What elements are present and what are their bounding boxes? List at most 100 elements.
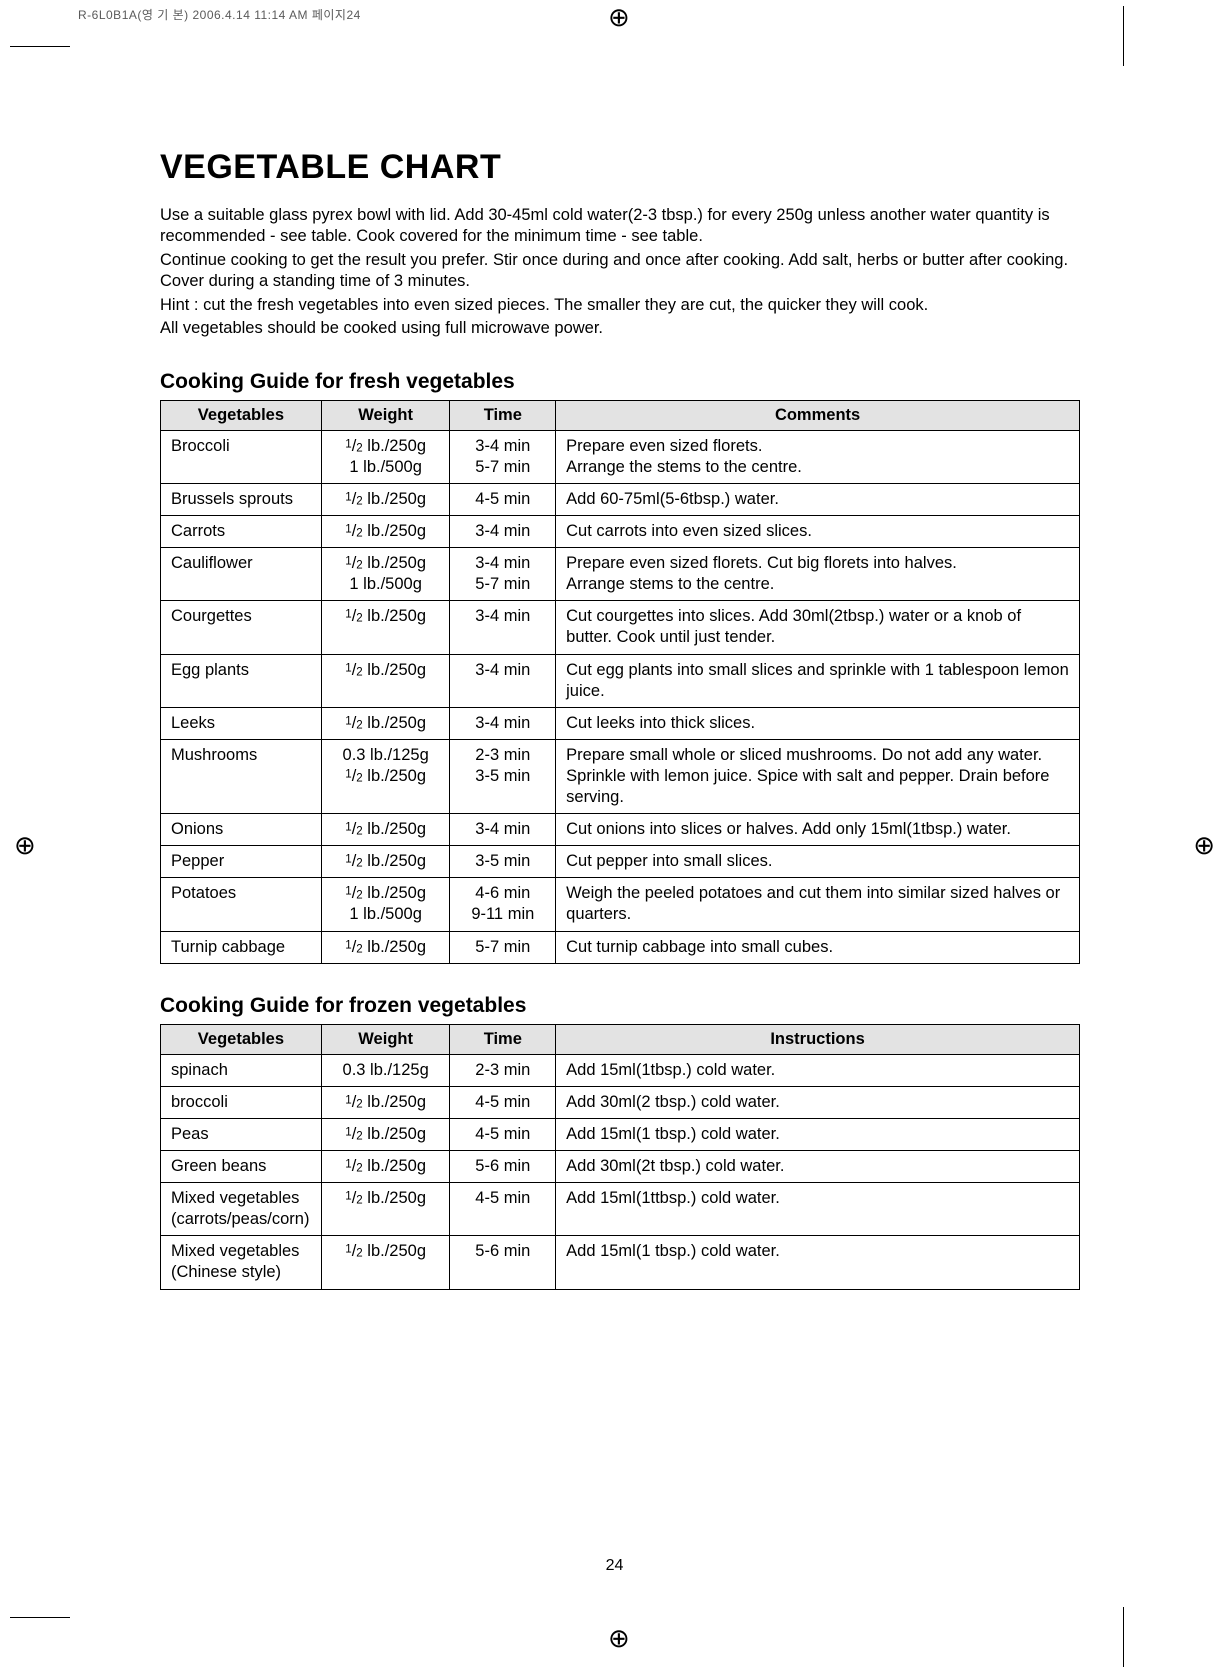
cell-time: 2-3 min3-5 min: [450, 739, 556, 813]
col-vegetables: Vegetables: [161, 1024, 322, 1054]
cell-weight: 1/2 lb./250g: [321, 1118, 450, 1150]
cell-time: 3-4 min: [450, 814, 556, 846]
intro-line: All vegetables should be cooked using fu…: [160, 318, 1080, 339]
cell-comment: Add 15ml(1tbsp.) cold water.: [556, 1054, 1080, 1086]
intro-line: Hint : cut the fresh vegetables into eve…: [160, 295, 1080, 316]
table-row: Pepper1/2 lb./250g3-5 minCut pepper into…: [161, 846, 1080, 878]
cell-comment: Add 15ml(1 tbsp.) cold water.: [556, 1118, 1080, 1150]
fresh-vegetables-table: Vegetables Weight Time Comments Broccoli…: [160, 400, 1080, 964]
cell-comment: Add 15ml(1ttbsp.) cold water.: [556, 1183, 1080, 1236]
cell-vegetable: Egg plants: [161, 654, 322, 707]
cell-time: 4-5 min: [450, 1086, 556, 1118]
cell-weight: 1/2 lb./250g: [321, 515, 450, 547]
cell-weight: 1/2 lb./250g: [321, 654, 450, 707]
table-row: broccoli1/2 lb./250g4-5 minAdd 30ml(2 tb…: [161, 1086, 1080, 1118]
col-weight: Weight: [321, 1024, 450, 1054]
cell-time: 3-4 min5-7 min: [450, 430, 556, 483]
col-weight: Weight: [321, 400, 450, 430]
crop-mark-top: [0, 46, 1229, 47]
cell-vegetable: spinach: [161, 1054, 322, 1086]
cell-comment: Cut leeks into thick slices.: [556, 707, 1080, 739]
cell-time: 4-5 min: [450, 483, 556, 515]
table-row: Green beans1/2 lb./250g5-6 minAdd 30ml(2…: [161, 1151, 1080, 1183]
cell-comment: Cut carrots into even sized slices.: [556, 515, 1080, 547]
col-vegetables: Vegetables: [161, 400, 322, 430]
cell-comment: Add 60-75ml(5-6tbsp.) water.: [556, 483, 1080, 515]
cell-weight: 1/2 lb./250g: [321, 601, 450, 654]
cell-weight: 1/2 lb./250g: [321, 846, 450, 878]
cell-weight: 1/2 lb./250g: [321, 1151, 450, 1183]
cell-comment: Prepare small whole or sliced mushrooms.…: [556, 739, 1080, 813]
cell-time: 5-7 min: [450, 931, 556, 963]
cell-weight: 1/2 lb./250g1 lb./500g: [321, 548, 450, 601]
cell-weight: 0.3 lb./125g: [321, 1054, 450, 1086]
cell-time: 4-5 min: [450, 1118, 556, 1150]
cell-vegetable: Brussels sprouts: [161, 483, 322, 515]
col-time: Time: [450, 400, 556, 430]
registration-mark-top-icon: ⊕: [608, 2, 630, 33]
cell-time: 3-4 min: [450, 654, 556, 707]
fresh-heading: Cooking Guide for fresh vegetables: [160, 370, 1080, 394]
table-row: Turnip cabbage1/2 lb./250g5-7 minCut tur…: [161, 931, 1080, 963]
table-row: Egg plants1/2 lb./250g3-4 minCut egg pla…: [161, 654, 1080, 707]
cell-vegetable: Broccoli: [161, 430, 322, 483]
frozen-heading: Cooking Guide for frozen vegetables: [160, 994, 1080, 1018]
table-row: Courgettes1/2 lb./250g3-4 minCut courget…: [161, 601, 1080, 654]
cell-comment: Add 30ml(2 tbsp.) cold water.: [556, 1086, 1080, 1118]
cell-weight: 1/2 lb./250g: [321, 1236, 450, 1289]
cell-comment: Weigh the peeled potatoes and cut them i…: [556, 878, 1080, 931]
frozen-vegetables-table: Vegetables Weight Time Instructions spin…: [160, 1024, 1080, 1290]
cell-weight: 0.3 lb./125g1/2 lb./250g: [321, 739, 450, 813]
cell-vegetable: Mushrooms: [161, 739, 322, 813]
table-header-row: Vegetables Weight Time Instructions: [161, 1024, 1080, 1054]
cell-comment: Prepare even sized florets. Cut big flor…: [556, 548, 1080, 601]
cell-time: 3-4 min: [450, 601, 556, 654]
content-area: VEGETABLE CHART Use a suitable glass pyr…: [160, 148, 1080, 1290]
cell-vegetable: Courgettes: [161, 601, 322, 654]
cell-weight: 1/2 lb./250g: [321, 931, 450, 963]
col-comments: Comments: [556, 400, 1080, 430]
table-row: Mixed vegetables (carrots/peas/corn)1/2 …: [161, 1183, 1080, 1236]
crop-mark-bottom: [0, 1617, 1229, 1618]
registration-mark-left-icon: ⊕: [14, 830, 36, 861]
table-row: Mixed vegetables (Chinese style)1/2 lb./…: [161, 1236, 1080, 1289]
cell-comment: Cut pepper into small slices.: [556, 846, 1080, 878]
cell-comment: Cut egg plants into small slices and spr…: [556, 654, 1080, 707]
cell-vegetable: Potatoes: [161, 878, 322, 931]
cell-vegetable: Green beans: [161, 1151, 322, 1183]
col-time: Time: [450, 1024, 556, 1054]
cell-comment: Add 15ml(1 tbsp.) cold water.: [556, 1236, 1080, 1289]
registration-mark-bottom-icon: ⊕: [608, 1623, 630, 1654]
cell-vegetable: Carrots: [161, 515, 322, 547]
cell-vegetable: Pepper: [161, 846, 322, 878]
page-title: VEGETABLE CHART: [160, 148, 1080, 187]
cell-weight: 1/2 lb./250g: [321, 814, 450, 846]
table-header-row: Vegetables Weight Time Comments: [161, 400, 1080, 430]
cell-weight: 1/2 lb./250g1 lb./500g: [321, 878, 450, 931]
cell-time: 4-5 min: [450, 1183, 556, 1236]
intro-line: Continue cooking to get the result you p…: [160, 250, 1080, 293]
page: R-6L0B1A(영 기 본) 2006.4.14 11:14 AM 페이지24…: [0, 0, 1229, 1660]
intro-line: Use a suitable glass pyrex bowl with lid…: [160, 205, 1080, 248]
cell-vegetable: Leeks: [161, 707, 322, 739]
table-row: Potatoes1/2 lb./250g1 lb./500g4-6 min9-1…: [161, 878, 1080, 931]
cell-weight: 1/2 lb./250g: [321, 1086, 450, 1118]
registration-mark-right-icon: ⊕: [1193, 830, 1215, 861]
page-number: 24: [0, 1557, 1229, 1575]
cell-time: 3-5 min: [450, 846, 556, 878]
intro-text: Use a suitable glass pyrex bowl with lid…: [160, 205, 1080, 340]
table-row: Leeks1/2 lb./250g3-4 minCut leeks into t…: [161, 707, 1080, 739]
cell-time: 3-4 min: [450, 515, 556, 547]
cell-vegetable: Cauliflower: [161, 548, 322, 601]
print-header: R-6L0B1A(영 기 본) 2006.4.14 11:14 AM 페이지24: [78, 6, 361, 23]
cell-weight: 1/2 lb./250g1 lb./500g: [321, 430, 450, 483]
table-row: Onions1/2 lb./250g3-4 minCut onions into…: [161, 814, 1080, 846]
table-row: Broccoli1/2 lb./250g1 lb./500g3-4 min5-7…: [161, 430, 1080, 483]
table-row: Cauliflower1/2 lb./250g1 lb./500g3-4 min…: [161, 548, 1080, 601]
cell-vegetable: Mixed vegetables (carrots/peas/corn): [161, 1183, 322, 1236]
cell-time: 5-6 min: [450, 1236, 556, 1289]
table-row: Peas1/2 lb./250g4-5 minAdd 15ml(1 tbsp.)…: [161, 1118, 1080, 1150]
cell-comment: Cut courgettes into slices. Add 30ml(2tb…: [556, 601, 1080, 654]
table-row: spinach0.3 lb./125g2-3 minAdd 15ml(1tbsp…: [161, 1054, 1080, 1086]
cell-vegetable: broccoli: [161, 1086, 322, 1118]
